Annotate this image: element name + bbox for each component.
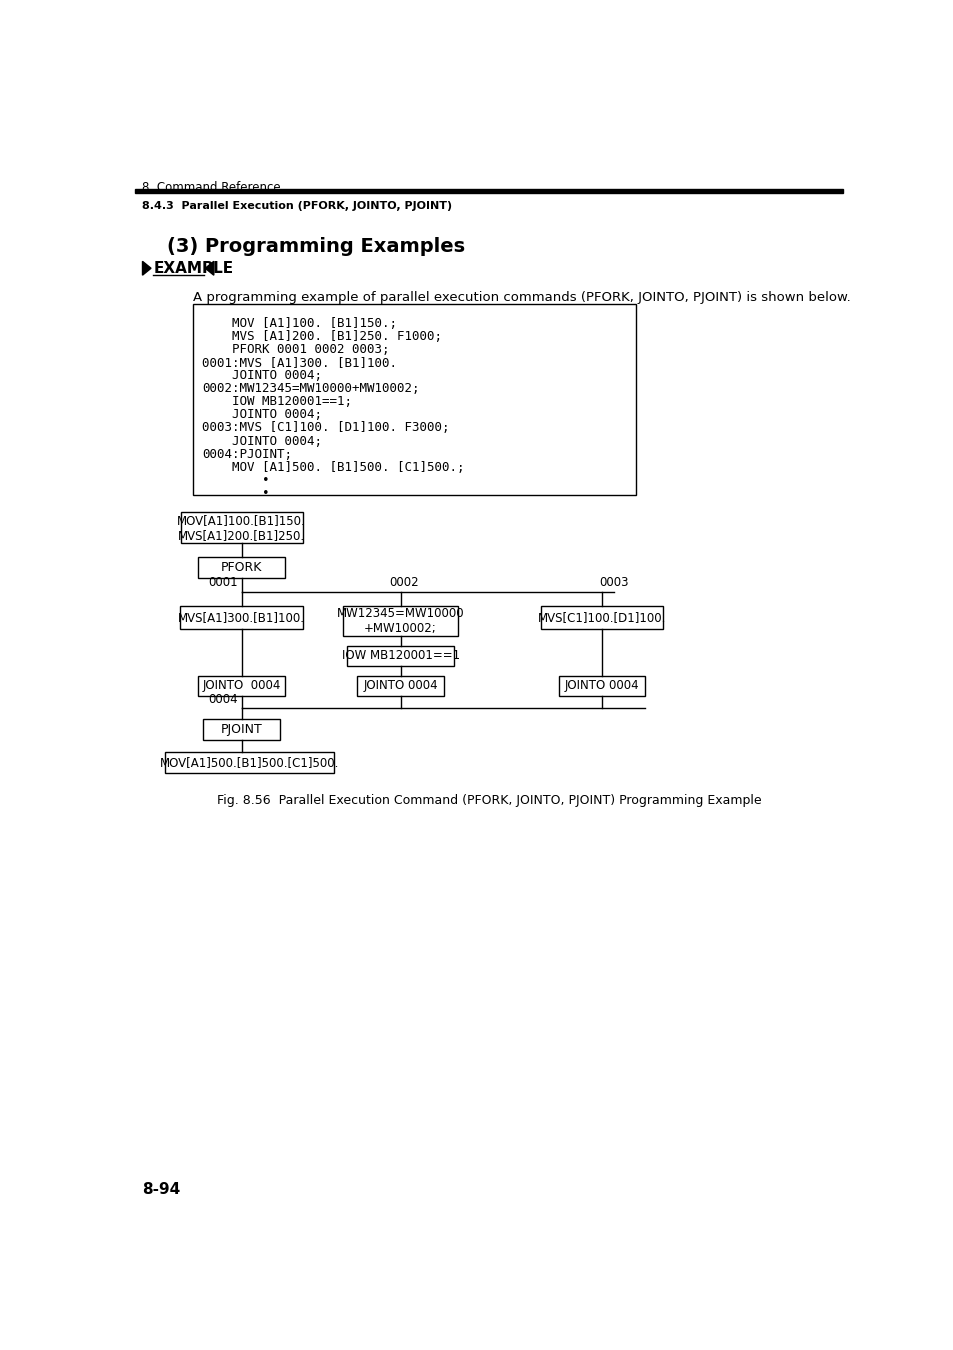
- Text: 8-94: 8-94: [142, 1183, 180, 1197]
- Text: 0001: 0001: [208, 576, 237, 590]
- Bar: [203, 720, 280, 740]
- Text: Fig. 8.56  Parallel Execution Command (PFORK, JOINTO, PJOINT) Programming Exampl: Fig. 8.56 Parallel Execution Command (PF…: [216, 794, 760, 807]
- Bar: [198, 558, 285, 578]
- Text: MOV[A1]100.[B1]150.
MVS[A1]200.[B1]250.: MOV[A1]100.[B1]150. MVS[A1]200.[B1]250.: [177, 514, 306, 541]
- Text: JOINTO 0004;: JOINTO 0004;: [202, 409, 322, 421]
- Bar: [181, 513, 302, 543]
- Text: IOW MB120001==1: IOW MB120001==1: [341, 649, 459, 663]
- Text: 0002: 0002: [389, 576, 418, 590]
- Bar: [343, 606, 457, 636]
- Text: 0002:MW12345=MW10000+MW10002;: 0002:MW12345=MW10000+MW10002;: [202, 382, 419, 396]
- Text: MOV [A1]500. [B1]500. [C1]500.;: MOV [A1]500. [B1]500. [C1]500.;: [202, 460, 464, 474]
- Text: •: •: [202, 487, 270, 500]
- Text: PFORK 0001 0002 0003;: PFORK 0001 0002 0003;: [202, 343, 389, 356]
- Text: 0003: 0003: [598, 576, 628, 590]
- Text: JOINTO 0004;: JOINTO 0004;: [202, 369, 322, 382]
- Text: (3) Programming Examples: (3) Programming Examples: [167, 238, 465, 256]
- Text: 8  Command Reference: 8 Command Reference: [142, 181, 281, 194]
- Text: JOINTO 0004: JOINTO 0004: [363, 679, 437, 693]
- Polygon shape: [205, 262, 213, 275]
- Bar: [540, 606, 662, 629]
- Text: PFORK: PFORK: [221, 560, 262, 574]
- Text: A programming example of parallel execution commands (PFORK, JOINTO, PJOINT) is : A programming example of parallel execut…: [193, 292, 850, 304]
- Text: MVS[C1]100.[D1]100.: MVS[C1]100.[D1]100.: [537, 610, 665, 624]
- Text: 0004:PJOINT;: 0004:PJOINT;: [202, 448, 292, 460]
- Text: JOINTO  0004: JOINTO 0004: [202, 679, 280, 693]
- Text: MVS[A1]300.[B1]100.: MVS[A1]300.[B1]100.: [178, 610, 305, 624]
- Text: IOW MB120001==1;: IOW MB120001==1;: [202, 396, 352, 408]
- Text: EXAMPLE: EXAMPLE: [153, 262, 233, 277]
- Text: MOV [A1]100. [B1]150.;: MOV [A1]100. [B1]150.;: [202, 317, 396, 329]
- Bar: [198, 675, 285, 697]
- Text: JOINTO 0004: JOINTO 0004: [564, 679, 639, 693]
- Text: MW12345=MW10000
+MW10002;: MW12345=MW10000 +MW10002;: [336, 608, 464, 634]
- Text: 0001:MVS [A1]300. [B1]100.: 0001:MVS [A1]300. [B1]100.: [202, 356, 396, 369]
- Text: MOV[A1]500.[B1]500.[C1]500.: MOV[A1]500.[B1]500.[C1]500.: [159, 756, 338, 768]
- Text: MVS [A1]200. [B1]250. F1000;: MVS [A1]200. [B1]250. F1000;: [202, 329, 441, 343]
- Bar: [180, 606, 303, 629]
- Text: JOINTO 0004;: JOINTO 0004;: [202, 435, 322, 448]
- Text: 8.4.3  Parallel Execution (PFORK, JOINTO, PJOINT): 8.4.3 Parallel Execution (PFORK, JOINTO,…: [142, 201, 452, 211]
- Bar: [193, 305, 636, 495]
- Text: •: •: [202, 474, 270, 487]
- Bar: [558, 675, 645, 697]
- Bar: [356, 675, 443, 697]
- Bar: [347, 645, 454, 667]
- Polygon shape: [142, 262, 151, 275]
- Text: 0003:MVS [C1]100. [D1]100. F3000;: 0003:MVS [C1]100. [D1]100. F3000;: [202, 421, 449, 435]
- Text: PJOINT: PJOINT: [220, 724, 262, 736]
- Text: 0004: 0004: [208, 693, 237, 706]
- Bar: [134, 189, 842, 193]
- Bar: [165, 752, 334, 772]
